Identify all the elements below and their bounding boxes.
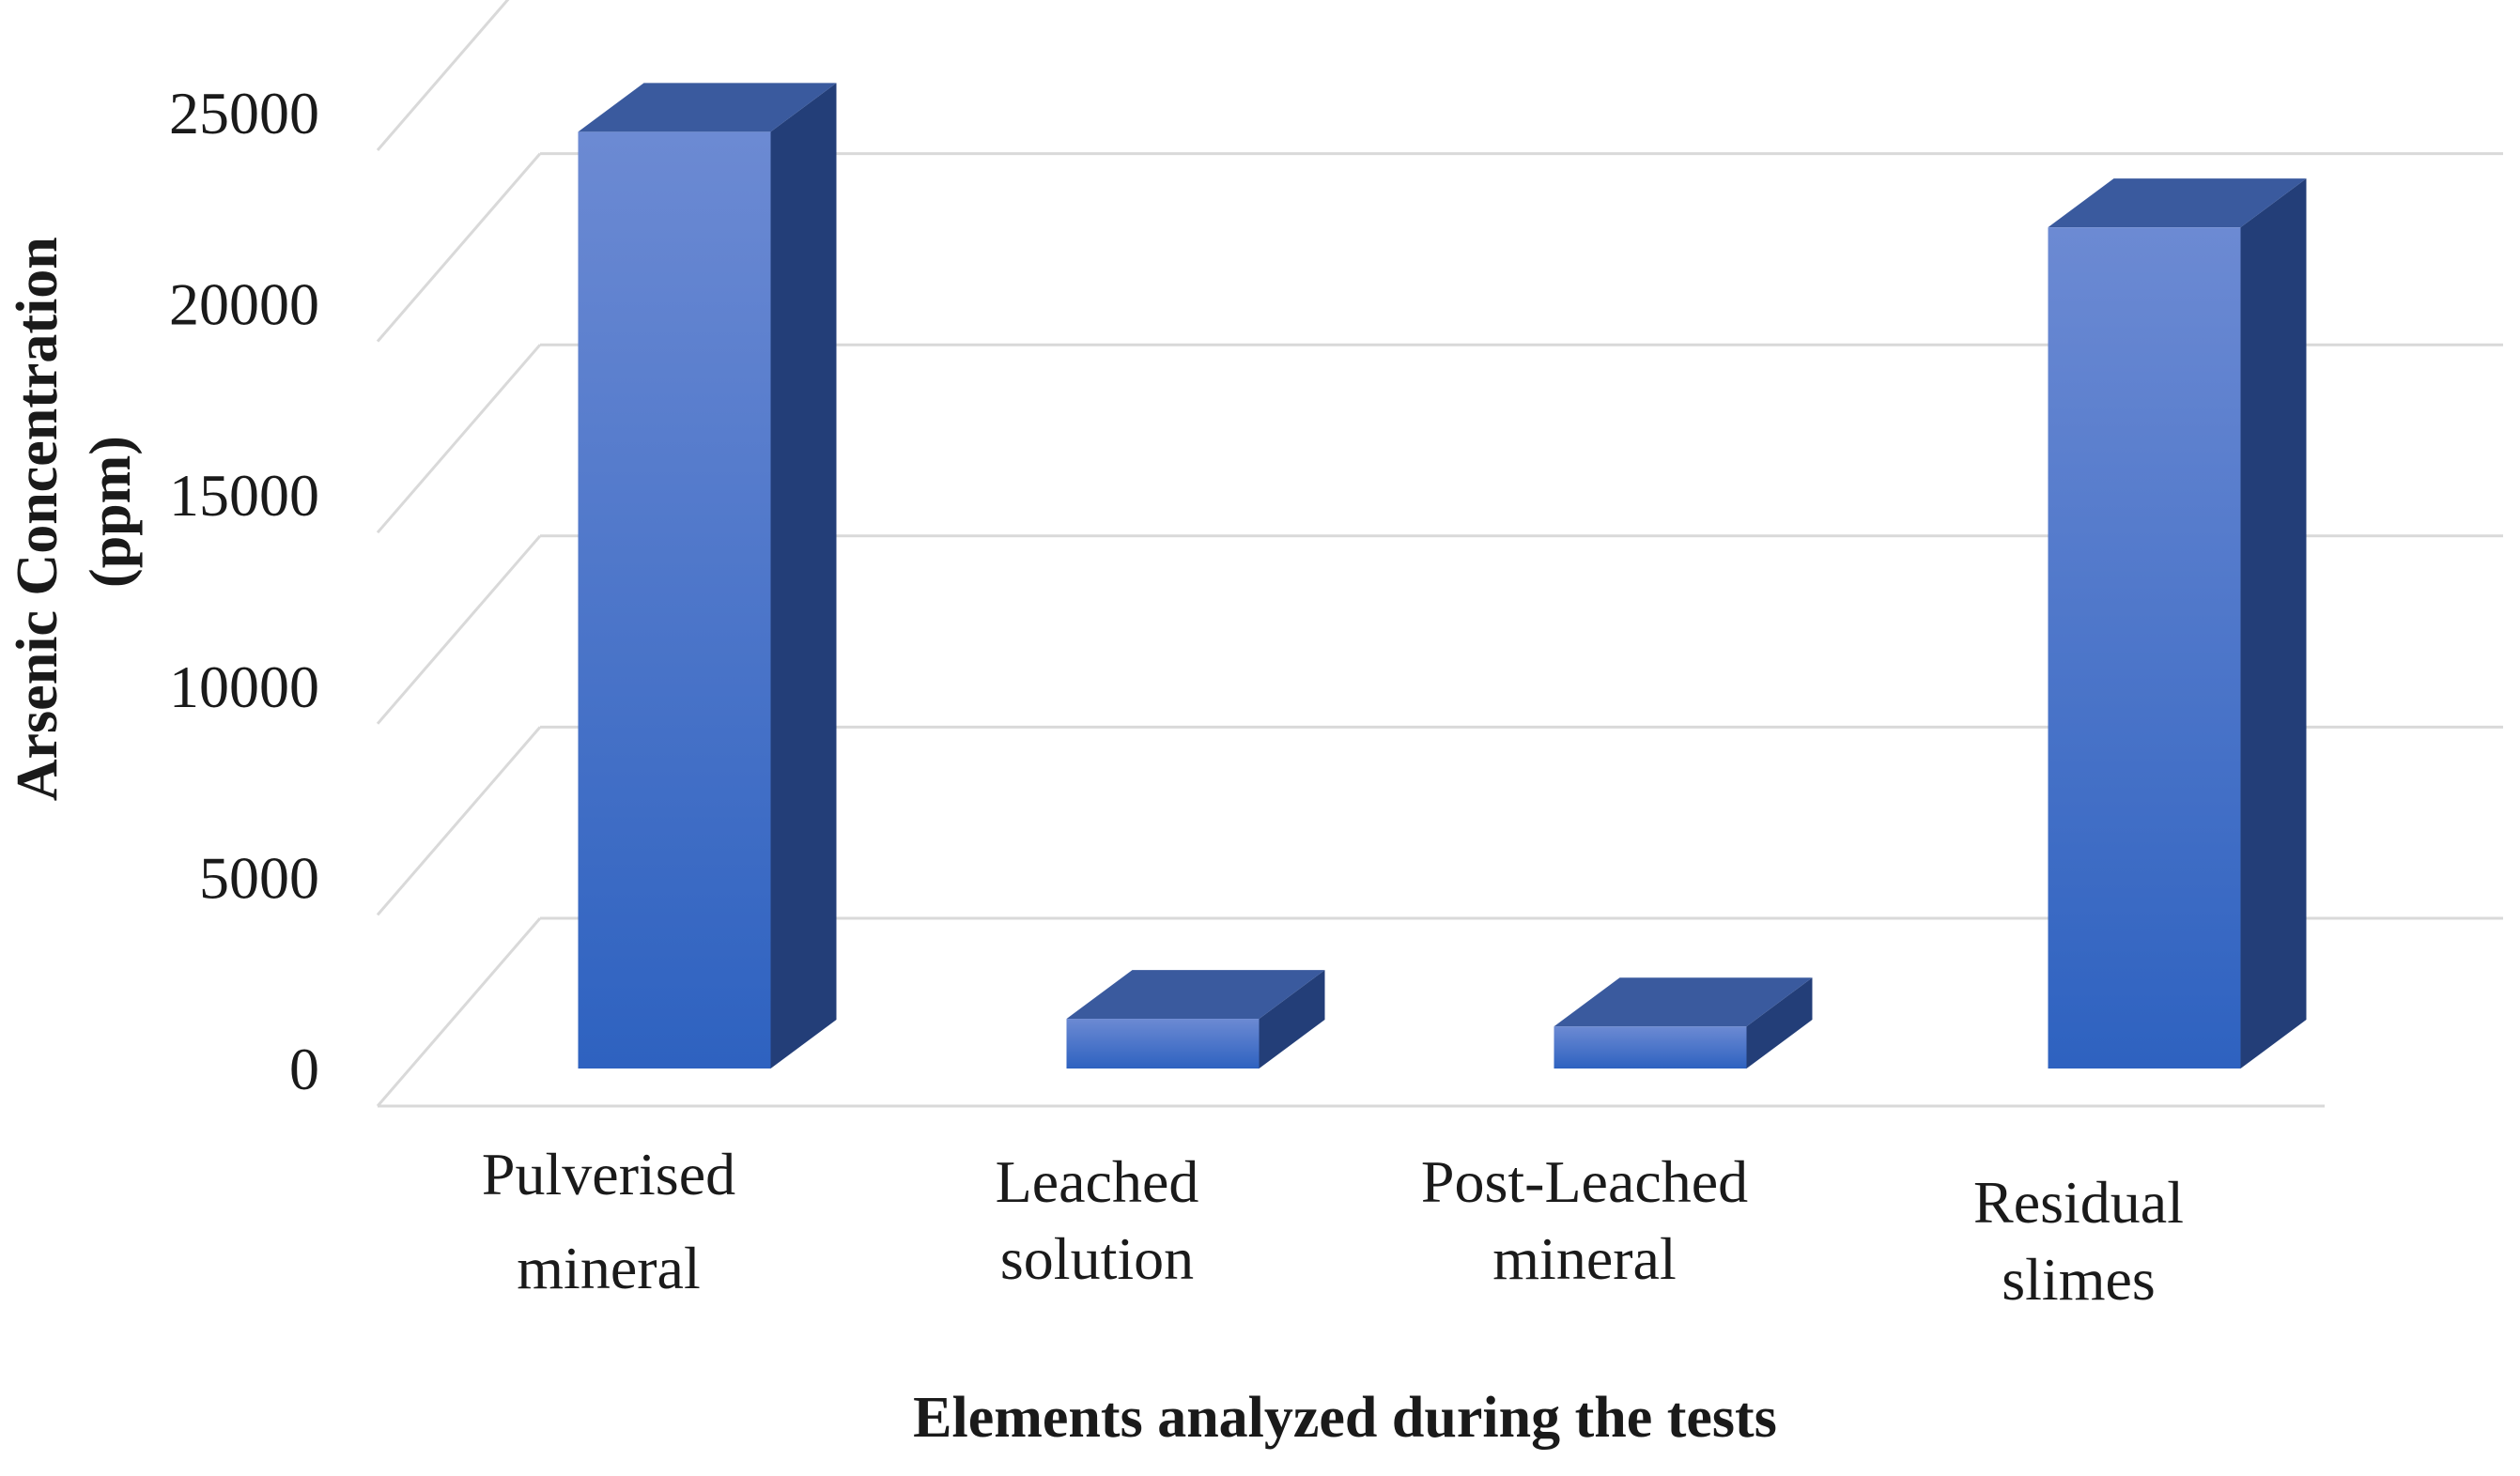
y-tick-label: 20000 [169,271,319,338]
x-category-label-line: solution [1000,1225,1194,1292]
bar [578,83,837,1069]
y-axis-label: Arsenic Concentration (ppm) [6,223,143,801]
y-axis-label-line-2: (ppm) [79,436,143,588]
bar-top [1554,977,1813,1027]
x-category-label-line: slimes [2002,1246,2156,1313]
bar-front [1066,1019,1260,1069]
grid-diagonal [376,0,510,151]
y-tick-label: 5000 [199,844,319,911]
y-tick-label: 25000 [169,80,319,146]
bar [2048,178,2307,1069]
y-axis-label-line-1: Arsenic Concentration [6,237,70,801]
grid-diagonal [376,726,542,916]
grid-diagonal [376,534,542,725]
x-axis-categories: Pulverised mineral Leached solution Post-Lea… [482,1141,2184,1313]
bar-top [2048,178,2307,228]
bar-top [1066,970,1325,1020]
y-axis-ticks: 0 5000 10000 15000 20000 25000 [169,80,319,1102]
x-category-label: Residual slimes [1973,1169,2184,1313]
x-category-label-line: Residual [1973,1169,2184,1236]
y-tick-label: 15000 [169,462,319,529]
x-category-label-line: mineral [1492,1225,1676,1292]
x-category-label-line: Pulverised [482,1141,735,1207]
bar-top [578,83,837,132]
x-axis-label: Elements analyzed during the tests [913,1386,1777,1450]
x-category-label-line: Post-Leached [1421,1148,1748,1215]
bar-side [2240,178,2307,1069]
x-category-label: Pulverised mineral [482,1141,735,1301]
bars [578,83,2307,1069]
x-category-label-line: mineral [517,1235,700,1301]
grid-diagonal [376,917,542,1107]
bar-front [578,131,771,1069]
grid-diagonal [376,344,542,534]
y-tick-label: 10000 [169,653,319,720]
x-category-label-line: Leached [996,1148,1199,1215]
bar [1066,970,1325,1069]
x-category-label: Post-Leached mineral [1421,1148,1748,1292]
grid-diagonal [376,152,542,343]
x-category-label: Leached solution [996,1148,1199,1292]
bar-side [1746,977,1813,1069]
bar [1554,977,1813,1069]
bar-side [1259,970,1325,1069]
bar-front [1554,1026,1747,1069]
y-tick-label: 0 [289,1036,319,1102]
bar-side [770,83,837,1069]
bar-front [2048,227,2241,1069]
